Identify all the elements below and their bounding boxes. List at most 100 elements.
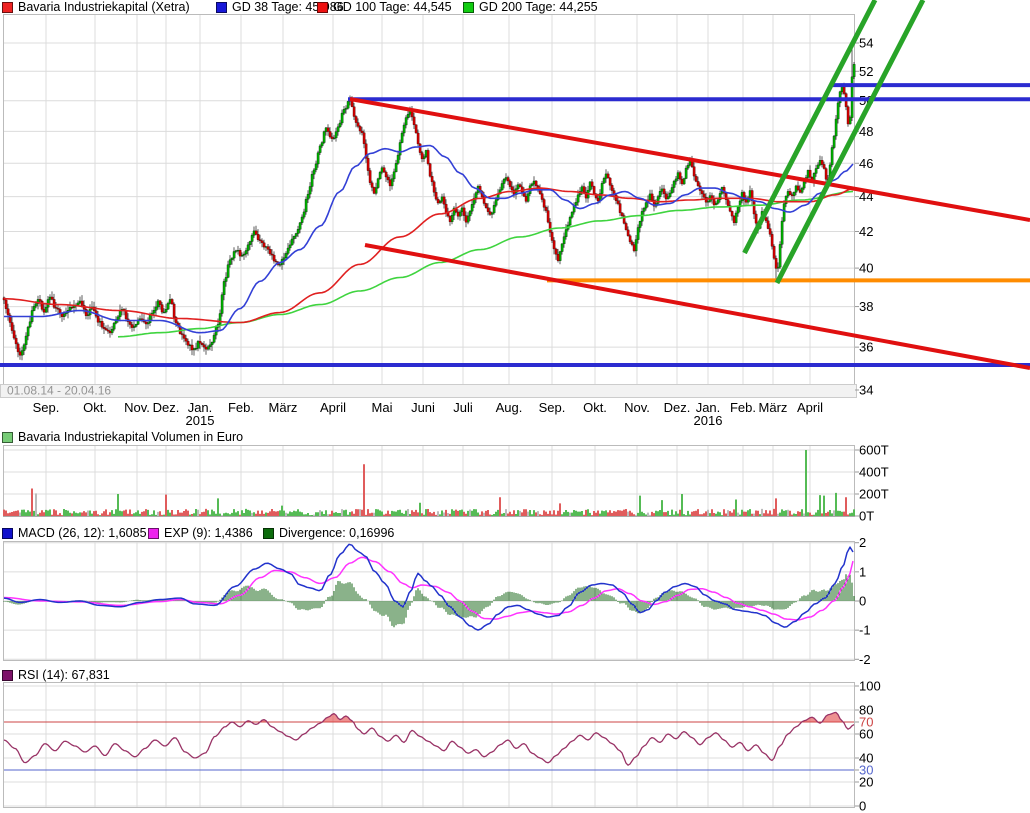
rsi-axis-label: 40 [859,751,873,766]
x-axis-month-label: Sep. [33,400,60,415]
price-axis-label: 34 [859,383,873,398]
volume-swatch [2,432,13,443]
gd200-label: GD 200 Tage: 44,255 [479,0,598,14]
gridlines-layer [3,14,855,808]
legend-item-gd38: GD 38 Tage: 45,986 [216,1,344,14]
legend-item-volume: Bavaria Industriekapital Volumen in Euro [2,431,243,444]
price-axis-label: 48 [859,124,873,139]
exp-label: EXP (9): 1,4386 [164,526,253,540]
x-axis-month-label: März [269,400,298,415]
rsi-line [3,711,855,766]
price-legend: Bavaria Industriekapital (Xetra) GD 38 T… [0,1,1030,14]
legend-item-rsi: RSI (14): 67,831 [2,669,110,682]
legend-item-macd: MACD (26, 12): 1,6085 [2,527,147,540]
volume-axis-label: 0T [859,509,874,524]
x-axis-year-label: 2015 [186,413,215,428]
macd-swatch [2,528,13,539]
date-range-label: 01.08.14 - 20.04.16 [7,384,111,398]
macd-signal-line [3,556,854,621]
macd-axis-label: -1 [859,623,871,638]
series-swatch [2,2,13,13]
rsi-axis-label: 30 [859,763,873,778]
x-axis-month-label: Mai [372,400,393,415]
volume-axis-label: 400T [859,465,889,480]
macd-legend: MACD (26, 12): 1,6085 EXP (9): 1,4386 Di… [0,527,1030,540]
x-axis-month-label: Okt. [83,400,107,415]
divergence-label: Divergence: 0,16996 [279,526,395,540]
price-axis-label: 42 [859,224,873,239]
rsi-axis-label: 20 [859,775,873,790]
x-axis-month-label: Aug. [496,400,523,415]
legend-item-gd200: GD 200 Tage: 44,255 [463,1,598,14]
volume-bars-neutral [19,493,835,516]
descending-trendline-upper [349,97,1030,222]
rsi-axis-label: 0 [859,799,866,813]
x-axis-month-label: Jan. [188,400,213,415]
x-axis-month-label: April [320,400,346,415]
gd38-line [4,144,854,334]
x-axis-month-label: Feb. [228,400,254,415]
gd38-label: GD 38 Tage: 45,986 [232,0,344,14]
rsi-overbought-fill [4,712,854,722]
rsi-axis-label: 60 [859,727,873,742]
x-axis-month-label: Dez. [664,400,691,415]
macd-line [3,543,854,631]
price-axis-label: 54 [859,36,873,51]
gd38-swatch [216,2,227,13]
rsi-axis-label: 80 [859,703,873,718]
ascending-channel-right [774,0,926,285]
macd-axis-label: 1 [859,564,866,579]
x-axis-month-label: Jan. [696,400,721,415]
x-axis-month-label: Juni [411,400,435,415]
volume-legend: Bavaria Industriekapital Volumen in Euro [0,431,1030,444]
macd-axis-label: 2 [859,535,866,550]
volume-axis-label: 600T [859,443,889,458]
rsi-axis-label: 70 [859,715,873,730]
date-band: 01.08.14 - 20.04.16 [0,384,857,398]
date-band-rect [0,384,857,398]
descending-trendline-lower [364,243,1030,370]
exp-swatch [148,528,159,539]
price-axis-label: 40 [859,261,873,276]
rsi-panel [3,711,855,766]
x-axis-month-label: Dez. [153,400,180,415]
x-axis-month-label: April [797,400,823,415]
macd-axis-label: 0 [859,594,866,609]
rsi-axis-label: 100 [859,679,881,694]
x-axis-month-label: Sep. [539,400,566,415]
rsi-swatch [2,670,13,681]
legend-item-exp: EXP (9): 1,4386 [148,527,253,540]
x-axis-year-label: 2016 [694,413,723,428]
macd-label: MACD (26, 12): 1,6085 [18,526,147,540]
x-axis-month-label: Nov. [624,400,650,415]
macd-panel [3,543,855,631]
volume-axis-label: 200T [859,487,889,502]
price-panel [2,45,856,361]
trendlines-layer [0,0,1030,370]
candles-down [2,83,850,356]
ascending-channel-left [742,0,878,255]
gd100-swatch [317,2,328,13]
x-axis-month-label: Juli [453,400,473,415]
macd-axis-label: -2 [859,652,871,667]
x-axis-month-label: Nov. [124,400,150,415]
x-axis-month-label: Feb. [730,400,756,415]
rsi-label: RSI (14): 67,831 [18,668,110,682]
gd100-line [3,187,854,324]
y-axis-labels: 5452504846444240383634600T400T200T0T210-… [855,36,889,813]
price-axis-label: 36 [859,340,873,355]
volume-label: Bavaria Industriekapital Volumen in Euro [18,430,244,444]
legend-item-gd100: GD 100 Tage: 44,545 [317,1,452,14]
gd200-swatch [463,2,474,13]
volume-bars-up [21,450,855,516]
x-axis-month-label: Okt. [583,400,607,415]
price-axis-label: 52 [859,64,873,79]
price-axis-label: 46 [859,156,873,171]
rsi-legend: RSI (14): 67,831 [0,669,1030,682]
price-axis-label: 38 [859,299,873,314]
divergence-swatch [263,528,274,539]
series-label: Bavaria Industriekapital (Xetra) [18,0,190,14]
